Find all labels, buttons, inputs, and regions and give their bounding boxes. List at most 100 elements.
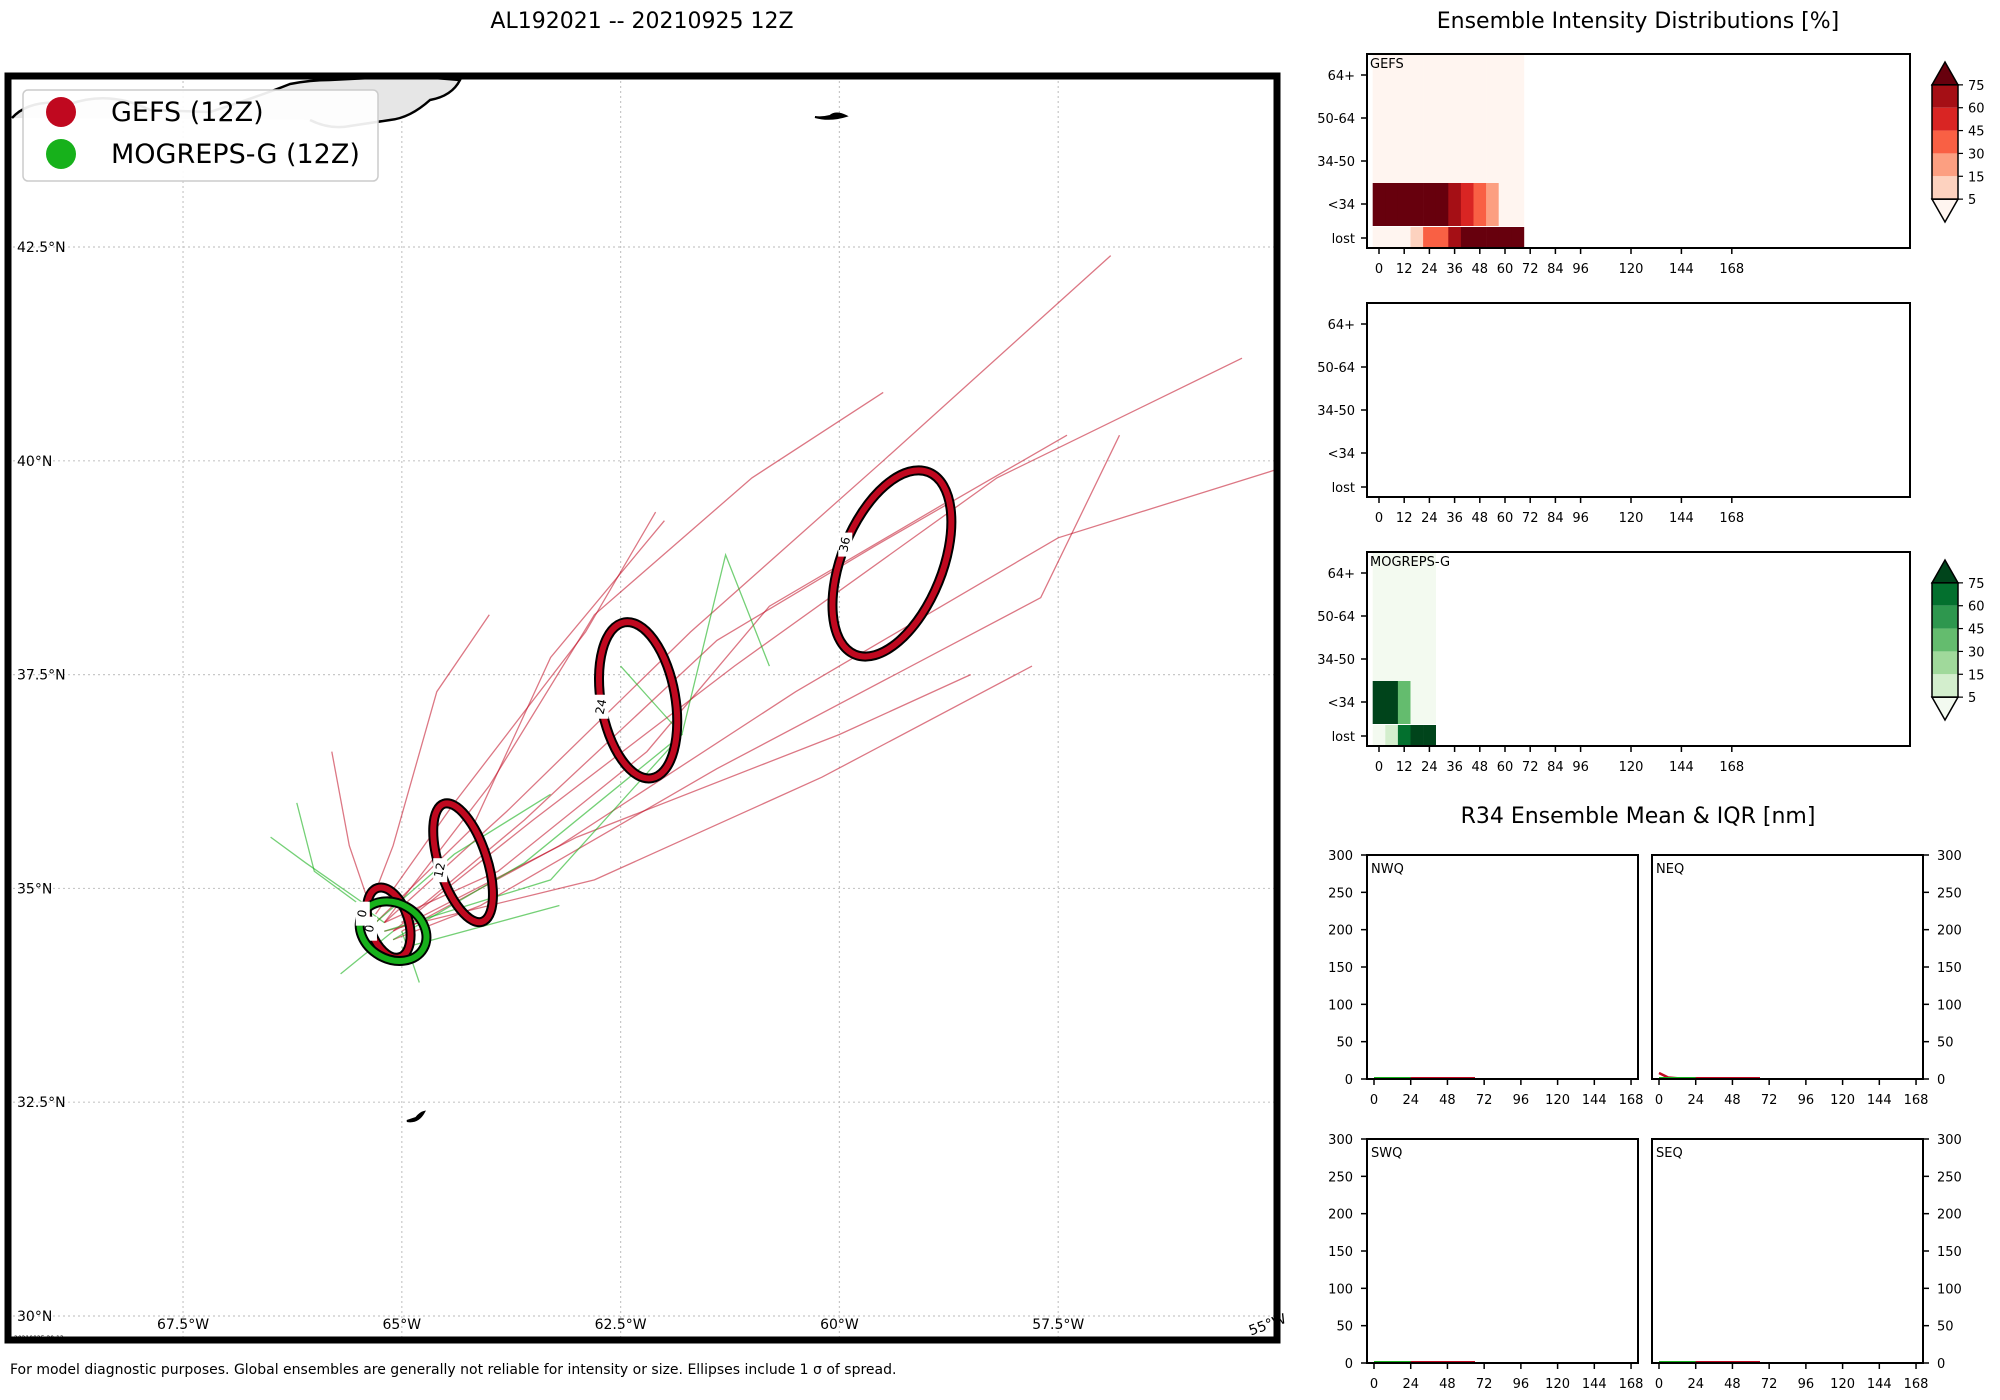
- heat-cell: [1385, 227, 1399, 248]
- forecast-hour-label: 168: [1719, 262, 1744, 277]
- intensity-panel-gefs: GEFS 64+ 50-64 34-50 <34 lost 0 12 24 36 48 60 72 84…: [1317, 53, 1911, 277]
- island-north: [814, 112, 849, 120]
- intensity-category-label: lost: [1332, 481, 1355, 496]
- colorbar-frame: [1931, 84, 1959, 200]
- heat-cell: [1423, 595, 1436, 638]
- heat-cell: [1473, 183, 1487, 226]
- heat-cell: [1435, 97, 1449, 140]
- heat-cell: [1372, 595, 1386, 638]
- colorbar-frame: [1931, 582, 1959, 698]
- r34-y-label: 150: [1937, 1245, 1962, 1260]
- heat-cell: [1460, 140, 1474, 183]
- colorbar-tick-label: 60: [1968, 102, 1985, 117]
- r34-x-label: 0: [1655, 1093, 1663, 1108]
- heat-cell: [1423, 183, 1436, 226]
- r34-y-label: 100: [1937, 1282, 1962, 1297]
- r34-y-label: 250: [1937, 1170, 1962, 1185]
- heat-cell: [1397, 638, 1411, 681]
- r34-frame: [1366, 1138, 1639, 1364]
- heat-cell: [1385, 638, 1399, 681]
- heat-cell: [1498, 140, 1512, 183]
- r34-x-label: 168: [1904, 1093, 1929, 1108]
- intensity-category-label: 34-50: [1317, 155, 1355, 170]
- ellipse-lead-label: 24: [593, 698, 610, 716]
- forecast-hour-label: 36: [1446, 760, 1463, 775]
- heat-cell: [1372, 638, 1386, 681]
- forecast-hour-label: 84: [1547, 262, 1564, 277]
- r34-x-label: 24: [1402, 1093, 1419, 1108]
- r34-y-label: 0: [1937, 1073, 1945, 1088]
- r34-y-label: 150: [1328, 1245, 1353, 1260]
- r34-y-label: 50: [1336, 1036, 1353, 1051]
- heat-cell: [1460, 97, 1474, 140]
- heat-cell: [1372, 97, 1386, 140]
- heat-cell: [1423, 725, 1436, 746]
- heat-cell: [1486, 97, 1499, 140]
- gefs-member-track: [383, 391, 884, 923]
- intensity-category-label: 64+: [1328, 318, 1355, 333]
- gefs-member-track: [375, 511, 657, 915]
- lat-tick-label: 30°N: [17, 1309, 52, 1325]
- heat-cell: [1435, 227, 1449, 248]
- intensity-title: Ensemble Intensity Distributions [%]: [1437, 9, 1840, 34]
- intensity-cells-gefs: [1372, 54, 1525, 248]
- heat-cell: [1423, 638, 1436, 681]
- colorbar-tick-label: 30: [1968, 645, 1985, 660]
- heat-cell: [1397, 681, 1411, 724]
- intensity-category-label: 64+: [1328, 69, 1355, 84]
- heat-cell: [1397, 140, 1411, 183]
- r34-x-label: 144: [1867, 1093, 1892, 1108]
- colorbar-tick-label: 60: [1968, 600, 1985, 615]
- lat-tick-label: 35°N: [17, 881, 52, 897]
- r34-y-label: 50: [1336, 1320, 1353, 1335]
- heat-cell: [1372, 552, 1386, 595]
- heat-cell: [1410, 97, 1424, 140]
- heat-cell: [1397, 227, 1411, 248]
- r34-x-label: 168: [1619, 1093, 1644, 1108]
- r34-y-label: 250: [1328, 886, 1353, 901]
- forecast-hour-label: 96: [1572, 262, 1589, 277]
- r34-panel-nwq: NWQ 300 250 200 150 100 50 0 0 24 48 72 96 120 144 168: [1328, 849, 1643, 1108]
- lon-tick-label: 65°W: [382, 1317, 421, 1333]
- heat-cell: [1385, 183, 1399, 226]
- gefs-member-track: [366, 614, 490, 915]
- intensity-axes-mogreps: 64+ 50-64 34-50 <34 lost 0 12 24 36 48 60 72 84 96 120…: [1317, 567, 1744, 775]
- forecast-hour-label: 96: [1572, 760, 1589, 775]
- r34-y-label: 200: [1937, 1208, 1962, 1223]
- heat-cell: [1486, 54, 1499, 97]
- heat-cell: [1460, 183, 1474, 226]
- r34-y-label: 100: [1937, 998, 1962, 1013]
- r34-x-label: 168: [1904, 1377, 1929, 1392]
- heat-cell: [1397, 552, 1411, 595]
- r34-frame: [1366, 854, 1639, 1080]
- forecast-hour-label: 24: [1421, 262, 1438, 277]
- heat-cell: [1473, 140, 1487, 183]
- colorbar-cap-top: [1930, 558, 1960, 584]
- r34-x-label: 24: [1687, 1093, 1704, 1108]
- colorbar-tick-label: 5: [1968, 691, 1976, 706]
- forecast-hour-label: 12: [1396, 511, 1413, 526]
- heat-cell: [1372, 140, 1386, 183]
- intensity-frame-empty: [1366, 302, 1911, 498]
- map-frame: [4, 72, 1281, 1344]
- intensity-category-label: <34: [1328, 198, 1355, 213]
- forecast-hour-label: 48: [1472, 511, 1489, 526]
- forecast-hour-label: 168: [1719, 511, 1744, 526]
- intensity-label-mogreps: MOGREPS-G: [1370, 555, 1450, 570]
- lon-tick-label: 57.5°W: [1032, 1317, 1084, 1333]
- forecast-hour-label: 168: [1719, 760, 1744, 775]
- heat-cell: [1385, 140, 1399, 183]
- r34-x-label: 144: [1582, 1093, 1607, 1108]
- gefs-member-track: [401, 468, 1278, 932]
- gefs-member-track: [392, 434, 1121, 941]
- heat-cell: [1385, 552, 1399, 595]
- heat-cell: [1511, 97, 1525, 140]
- r34-x-label: 120: [1830, 1377, 1855, 1392]
- forecast-hour-label: 72: [1522, 760, 1539, 775]
- r34-x-label: 144: [1867, 1377, 1892, 1392]
- r34-x-label: 24: [1402, 1377, 1419, 1392]
- intensity-frame-mogreps: [1366, 551, 1911, 747]
